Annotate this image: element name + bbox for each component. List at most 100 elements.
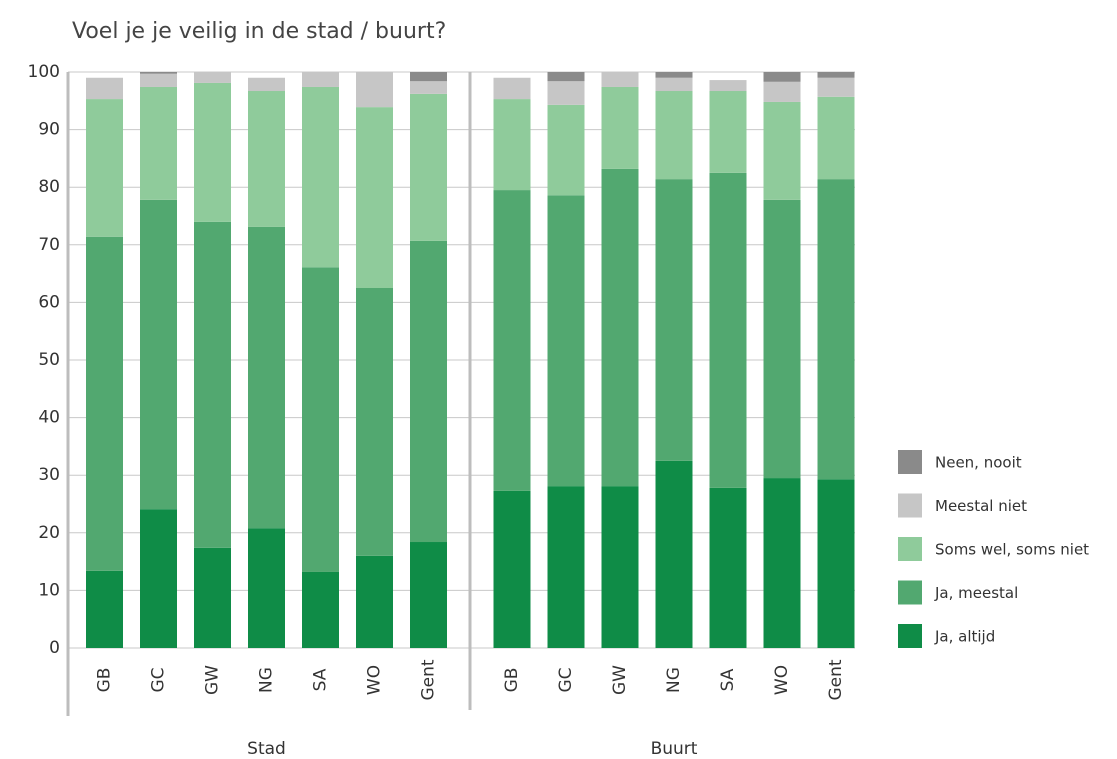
bar-segment bbox=[493, 99, 531, 191]
bar-segment bbox=[763, 72, 801, 82]
bar-segment bbox=[601, 86, 639, 169]
legend-swatch bbox=[898, 580, 922, 605]
bar-segment bbox=[86, 570, 123, 648]
bar-segment bbox=[248, 91, 285, 227]
x-tick-label: NG bbox=[257, 667, 277, 693]
bar-segment bbox=[709, 80, 747, 92]
bar-segment bbox=[356, 555, 393, 648]
bar-segment bbox=[493, 490, 531, 648]
bar-segment bbox=[356, 107, 393, 288]
bar-segment bbox=[655, 72, 693, 78]
x-tick-label: SA bbox=[718, 668, 738, 691]
bar-segment bbox=[655, 460, 693, 648]
x-tick-label: GC bbox=[149, 667, 169, 692]
bar-segment bbox=[547, 81, 585, 105]
bar-segment bbox=[194, 72, 231, 83]
x-tick-label: WO bbox=[365, 665, 385, 695]
bar-segment bbox=[356, 72, 393, 108]
y-tick-label: 100 bbox=[28, 62, 60, 82]
x-tick-label: Gent bbox=[419, 659, 439, 700]
bar-segment bbox=[302, 571, 339, 648]
bar-segment bbox=[248, 226, 285, 529]
y-tick-label: 70 bbox=[38, 235, 60, 255]
bar-segment bbox=[356, 288, 393, 556]
legend-swatch bbox=[898, 450, 922, 474]
bar-segment bbox=[817, 479, 855, 648]
bar-segment bbox=[248, 77, 285, 92]
bar-segment bbox=[601, 486, 639, 648]
bar-segment bbox=[817, 96, 855, 180]
bar-segment bbox=[493, 77, 531, 100]
bar-segment bbox=[655, 77, 693, 92]
legend-label: Soms wel, soms niet bbox=[935, 541, 1089, 559]
y-tick-label: 80 bbox=[38, 177, 60, 197]
y-tick-label: 40 bbox=[38, 408, 60, 428]
bar-segment bbox=[655, 91, 693, 180]
bar-segment bbox=[410, 93, 447, 241]
group-label: Stad bbox=[247, 739, 286, 759]
group-label: Buurt bbox=[651, 739, 698, 759]
bar-segment bbox=[763, 199, 801, 479]
x-tick-label: Gent bbox=[826, 659, 846, 700]
bar-segment bbox=[817, 77, 855, 97]
bar-segment bbox=[194, 82, 231, 222]
bar-segment bbox=[194, 221, 231, 548]
bar-segment bbox=[763, 81, 801, 102]
y-tick-label: 20 bbox=[38, 523, 60, 543]
bar-segment bbox=[302, 86, 339, 268]
legend-swatch bbox=[898, 624, 922, 648]
legend-label: Meestal niet bbox=[935, 497, 1027, 515]
bar-segment bbox=[601, 168, 639, 487]
legend-swatch bbox=[898, 493, 922, 518]
bar-segment bbox=[140, 199, 177, 510]
bar-segment bbox=[302, 267, 339, 572]
x-tick-label: GB bbox=[95, 668, 115, 693]
bar-segment bbox=[86, 99, 123, 237]
x-tick-label: GW bbox=[610, 665, 630, 695]
bar-segment bbox=[140, 72, 177, 74]
bar-segment bbox=[248, 528, 285, 648]
bar-segment bbox=[140, 86, 177, 200]
y-tick-label: 30 bbox=[38, 465, 60, 485]
x-tick-label: GW bbox=[203, 665, 223, 695]
bar-segment bbox=[140, 509, 177, 648]
x-tick-label: GC bbox=[556, 667, 576, 692]
bar-segment bbox=[140, 73, 177, 87]
bar-segment bbox=[86, 77, 123, 100]
bar-segment bbox=[709, 91, 747, 173]
legend-label: Ja, meestal bbox=[934, 584, 1018, 602]
bar-segment bbox=[410, 72, 447, 82]
bar-segment bbox=[547, 486, 585, 648]
y-tick-label: 90 bbox=[38, 120, 60, 140]
y-tick-label: 50 bbox=[38, 350, 60, 370]
bar-segment bbox=[763, 478, 801, 648]
bar-segment bbox=[410, 240, 447, 543]
bar-segment bbox=[547, 195, 585, 487]
bar-segment bbox=[493, 190, 531, 491]
bar-segment bbox=[817, 72, 855, 78]
bar-segment bbox=[547, 104, 585, 196]
legend-label: Neen, nooit bbox=[935, 454, 1022, 472]
bar-segment bbox=[817, 179, 855, 480]
bar-segment bbox=[709, 487, 747, 648]
y-tick-label: 10 bbox=[38, 580, 60, 600]
y-tick-label: 0 bbox=[49, 638, 60, 658]
y-tick-label: 60 bbox=[38, 292, 60, 312]
x-tick-label: WO bbox=[772, 665, 792, 695]
bar-segment bbox=[410, 81, 447, 94]
x-tick-label: NG bbox=[664, 667, 684, 693]
bar-segment bbox=[302, 72, 339, 87]
bar-segment bbox=[655, 179, 693, 461]
bar-segment bbox=[86, 236, 123, 571]
bar-segment bbox=[709, 172, 747, 488]
x-tick-label: GB bbox=[502, 668, 522, 693]
bar-segment bbox=[601, 72, 639, 87]
chart-title: Voel je je veilig in de stad / buurt? bbox=[72, 19, 446, 44]
legend-swatch bbox=[898, 537, 922, 561]
x-tick-label: SA bbox=[311, 668, 331, 691]
legend-label: Ja, altijd bbox=[934, 628, 995, 646]
bar-segment bbox=[194, 547, 231, 648]
bar-segment bbox=[547, 72, 585, 82]
bar-segment bbox=[410, 542, 447, 648]
